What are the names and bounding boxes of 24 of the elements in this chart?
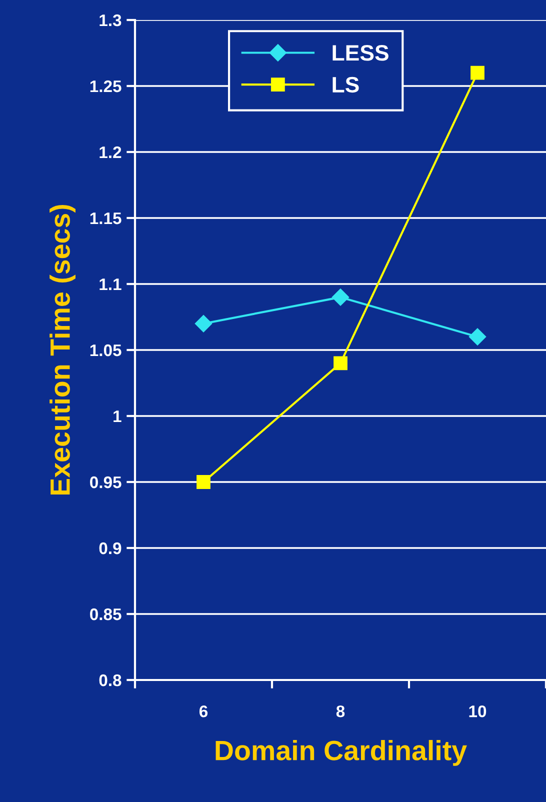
point	[334, 356, 348, 370]
point	[332, 288, 350, 306]
legend-label: LS	[332, 76, 359, 93]
x-tick-label: 8	[336, 705, 345, 718]
point	[196, 475, 210, 489]
y-tick-label: 1	[114, 410, 122, 422]
x-tick-label: 10	[469, 705, 486, 718]
point	[470, 66, 484, 80]
y-tick-label: 0.95	[90, 476, 122, 488]
point	[194, 315, 212, 332]
point	[468, 328, 486, 346]
y-tick-label: 1.25	[90, 80, 122, 92]
y-tick-label: 1.3	[100, 14, 122, 26]
y-tick-label: 1.2	[100, 146, 122, 158]
legend-label: LESS	[332, 45, 388, 61]
y-tick-label: 0.9	[99, 542, 122, 554]
y-tick-label: 0.85	[90, 608, 122, 620]
x-axis-title: Domain Cardinality	[216, 740, 467, 766]
y-tick-label: 0.8	[99, 674, 122, 686]
y-tick-label: 1.15	[90, 212, 122, 224]
y-tick-label: 1.1	[100, 278, 122, 290]
x-tick-label: 6	[199, 705, 208, 718]
y-tick-label: 1.05	[90, 344, 122, 356]
y-axis-title: Execution Time (secs)	[50, 204, 76, 495]
